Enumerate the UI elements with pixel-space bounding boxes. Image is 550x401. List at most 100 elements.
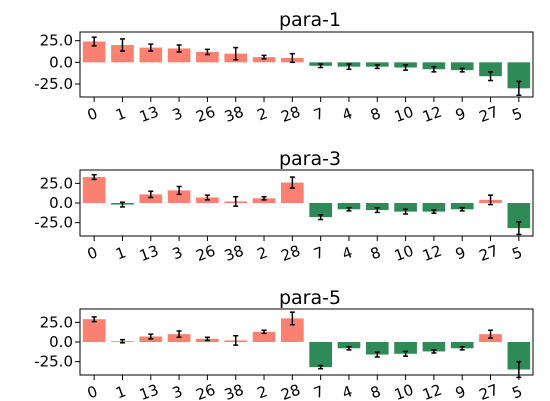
- x-tick-label: 10: [392, 103, 416, 126]
- x-tick-label: 4: [340, 243, 355, 263]
- x-tick-label: 27: [477, 242, 501, 265]
- bar-2: [252, 57, 276, 63]
- x-tick-label: 10: [392, 242, 416, 265]
- bar-12: [422, 203, 446, 212]
- error-bar-2: [261, 195, 267, 201]
- bar-4: [337, 203, 361, 210]
- x-tick-label: 13: [137, 381, 161, 401]
- x-tick-label: 9: [453, 382, 468, 401]
- bar-9: [450, 203, 474, 210]
- bar-13: [139, 47, 163, 63]
- error-bar-9: [459, 67, 465, 73]
- x-tick-label: 3: [170, 104, 185, 124]
- subplot-title: para-1: [279, 9, 341, 31]
- bar-28: [281, 182, 304, 203]
- x-tick-label: 3: [170, 382, 185, 401]
- error-bar-0: [91, 36, 97, 47]
- y-tick-label: 0.0: [49, 333, 73, 351]
- y-tick-label: -25.0: [34, 75, 73, 93]
- x-tick-label: 13: [137, 103, 161, 126]
- bar-3: [167, 190, 191, 203]
- x-tick-label: 4: [340, 104, 355, 124]
- bar-2: [252, 198, 276, 203]
- error-bar-13: [148, 43, 154, 52]
- bar-28: [281, 318, 304, 342]
- x-tick-label: 0: [85, 104, 100, 124]
- x-tick-label: 26: [194, 381, 218, 401]
- bar-1: [111, 45, 134, 63]
- error-bar-1: [119, 201, 125, 208]
- subplot-title: para-5: [279, 287, 341, 309]
- x-tick-label: 2: [255, 382, 270, 401]
- error-bar-27: [488, 329, 494, 339]
- x-tick-label: 27: [477, 103, 501, 126]
- x-tick-label: 2: [255, 243, 270, 263]
- error-bar-12: [431, 65, 437, 73]
- subplot-title: para-3: [279, 148, 341, 170]
- error-bar-3: [176, 44, 182, 53]
- y-tick-label: 25.0: [40, 313, 73, 331]
- error-bar-10: [403, 208, 409, 215]
- x-tick-label: 27: [477, 381, 501, 401]
- bar-0: [82, 177, 106, 203]
- error-bar-38: [233, 334, 239, 346]
- x-tick-label: 8: [368, 382, 383, 401]
- x-tick-label: 1: [113, 382, 128, 401]
- error-bar-27: [488, 194, 494, 206]
- error-bar-9: [459, 206, 465, 212]
- bar-5: [507, 342, 531, 370]
- x-tick-label: 10: [392, 381, 416, 401]
- x-tick-label: 28: [279, 103, 303, 126]
- bar-8: [365, 203, 389, 211]
- x-tick-label: 7: [311, 104, 326, 124]
- x-tick-label: 7: [311, 243, 326, 263]
- bar-0: [82, 41, 106, 63]
- y-tick-label: 0.0: [49, 194, 73, 212]
- bar-9: [450, 342, 474, 349]
- x-tick-label: 38: [222, 103, 246, 126]
- x-tick-label: 5: [510, 243, 525, 263]
- subplot-para-3: para-3 25.0 0.0 -25.0 0 1 13 3 26 38 2 28 7 4 8 10 12 9 2…: [34, 148, 534, 265]
- error-bar-3: [176, 185, 182, 196]
- x-tick-label: 26: [194, 103, 218, 126]
- x-tick-label: 38: [222, 381, 246, 401]
- x-tick-label: 5: [510, 382, 525, 401]
- x-tick-label: 8: [368, 243, 383, 263]
- error-bar-28: [289, 176, 295, 189]
- bar-12: [422, 62, 446, 70]
- error-bar-9: [459, 345, 465, 351]
- x-tick-label: 26: [194, 242, 218, 265]
- bar-0: [82, 319, 106, 342]
- y-tick-label: 25.0: [40, 32, 73, 50]
- error-bar-28: [289, 311, 295, 326]
- axes-frame: [79, 31, 534, 98]
- error-bar-28: [289, 52, 295, 64]
- error-bar-5: [516, 221, 522, 236]
- error-bar-2: [261, 54, 267, 60]
- error-bar-0: [91, 316, 97, 323]
- error-bar-26: [204, 336, 210, 342]
- x-tick-label: 0: [85, 382, 100, 401]
- x-tick-label: 13: [137, 242, 161, 265]
- error-bar-5: [516, 80, 522, 97]
- bar-7: [309, 342, 332, 368]
- x-tick-label: 28: [279, 242, 303, 265]
- bar-10: [394, 342, 417, 354]
- x-tick-label: 5: [510, 104, 525, 124]
- error-bar-26: [204, 194, 210, 201]
- bar-27: [479, 62, 502, 77]
- error-bar-8: [374, 64, 380, 70]
- error-bar-7: [318, 364, 324, 370]
- x-tick-label: 7: [311, 382, 326, 401]
- x-tick-label: 9: [453, 104, 468, 124]
- bar-3: [167, 48, 191, 63]
- error-bar-38: [233, 46, 239, 61]
- bar-12: [422, 342, 446, 352]
- bar-5: [507, 203, 531, 229]
- error-bar-38: [233, 195, 239, 207]
- subplot-para-1: para-1 25.0 0.0 -25.0 0 1 13 3 26 38 2 28 7 4 8 10 12 9 2…: [34, 9, 534, 126]
- error-bar-1: [119, 338, 125, 344]
- error-bar-4: [346, 63, 352, 71]
- x-tick-label: 12: [420, 242, 444, 265]
- bar-5: [507, 62, 531, 89]
